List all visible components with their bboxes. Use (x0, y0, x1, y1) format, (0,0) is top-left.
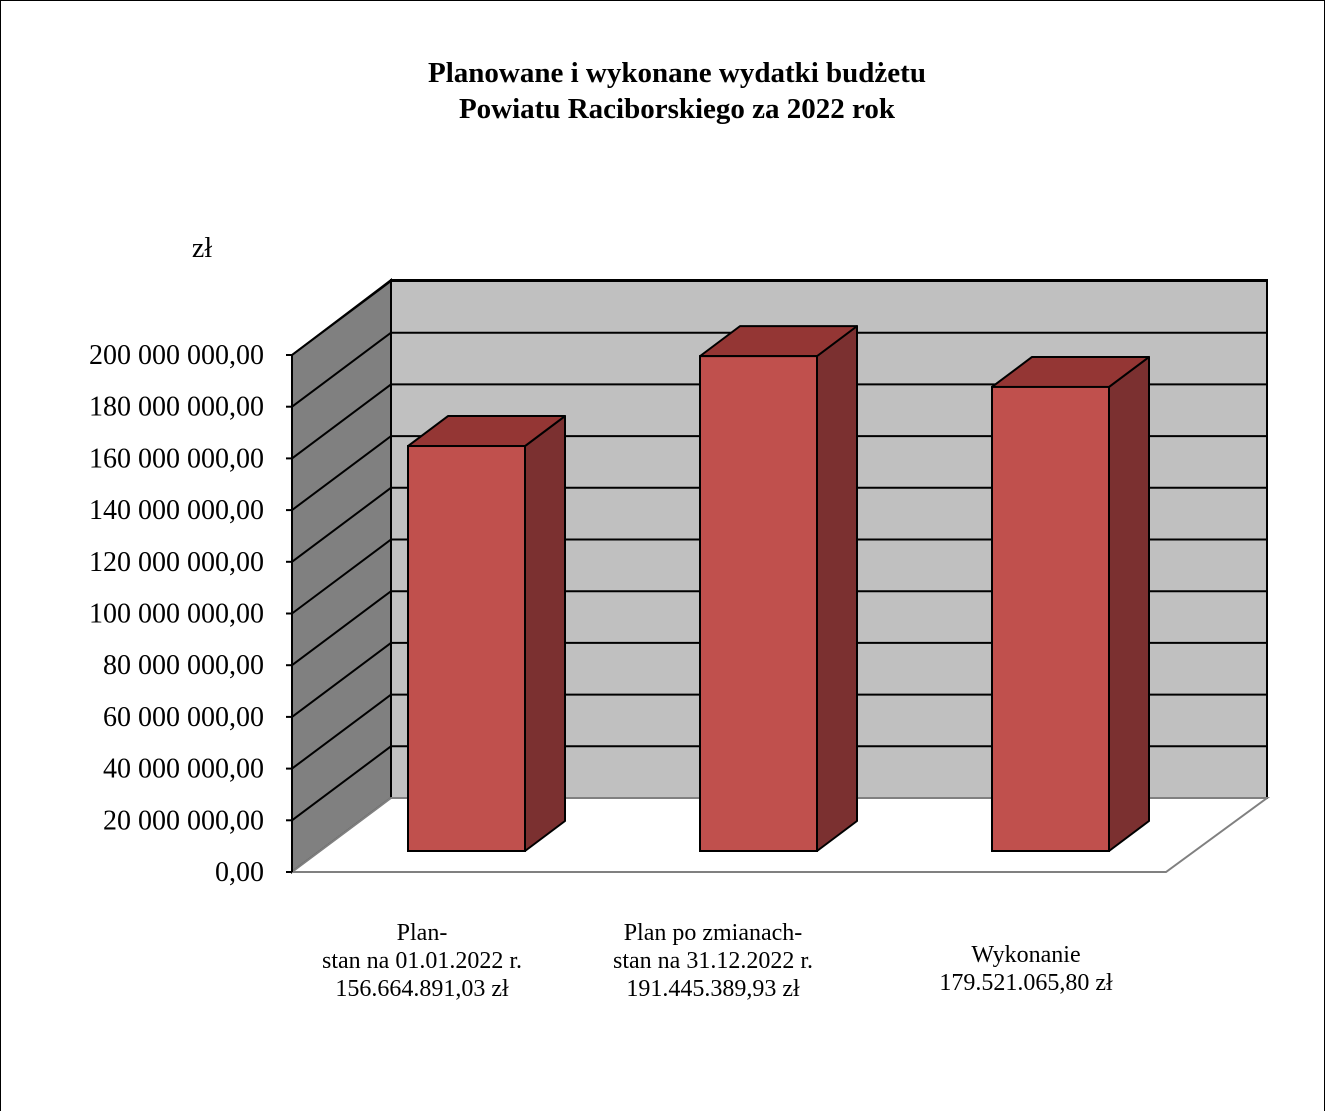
y-tick-label: 20 000 000,00 (103, 805, 264, 836)
bar-side (816, 325, 858, 852)
gridline (291, 331, 1267, 408)
category-label: stan na 01.01.2022 r. (322, 948, 522, 974)
category-label: Plan- (397, 920, 448, 946)
y-tick-label: 40 000 000,00 (103, 754, 264, 785)
y-axis-unit-label: zł (192, 233, 212, 264)
y-tick-label: 100 000 000,00 (89, 599, 264, 630)
chart-title-line-1: Planowane i wykonane wydatki budżetu (428, 57, 926, 89)
y-tick-label: 180 000 000,00 (89, 392, 264, 423)
y-tick-label: 140 000 000,00 (89, 495, 264, 526)
x-axis-labels: Plan-stan na 01.01.2022 r.156.664.891,03… (322, 920, 1113, 1002)
gridline (291, 641, 1267, 718)
gridline (291, 693, 1267, 770)
gridlines (291, 280, 1267, 822)
category-label: Wykonanie (971, 942, 1080, 968)
gridline (291, 280, 1267, 356)
y-tick-label: 200 000 000,00 (89, 340, 264, 371)
bar-side (1108, 355, 1150, 852)
y-tick-label: 80 000 000,00 (103, 650, 264, 681)
y-axis-ticks: 0,00 20 000 000,00 40 000 000,00 60 000 000… (89, 340, 293, 888)
gridline (291, 486, 1267, 563)
category-label: Plan po zmianach- (624, 920, 803, 946)
y-tick-label: 120 000 000,00 (89, 547, 264, 578)
category-label: 179.521.065,80 zł (939, 970, 1113, 996)
category-label: stan na 31.12.2022 r. (613, 948, 813, 974)
bar (699, 325, 858, 852)
gridline (291, 538, 1267, 615)
category-label: 156.664.891,03 zł (335, 976, 509, 1002)
chart-title: Planowane i wykonane wydatki budżetu Pow… (428, 57, 926, 125)
gridline (291, 383, 1267, 460)
chart-title-line-2: Powiatu Raciborskiego za 2022 rok (459, 93, 896, 125)
bar-front (699, 355, 818, 852)
category-label: 191.445.389,93 zł (626, 976, 800, 1002)
y-tick-label: 60 000 000,00 (103, 702, 264, 733)
y-tick-label: 160 000 000,00 (89, 443, 264, 474)
gridline (291, 745, 1267, 822)
bar-side (524, 415, 566, 852)
bar-front (407, 445, 526, 852)
bar (991, 355, 1150, 852)
bar (407, 415, 566, 852)
gridline (291, 435, 1267, 511)
bars (407, 325, 1150, 852)
gridline (291, 590, 1267, 667)
bar-front (991, 385, 1110, 852)
y-tick-label: 0,00 (215, 857, 264, 888)
